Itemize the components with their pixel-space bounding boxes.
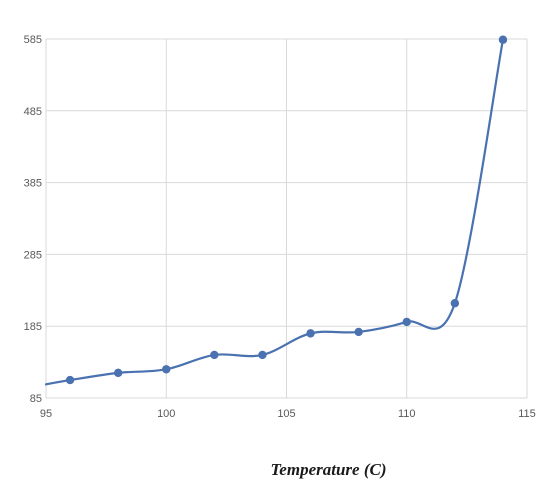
data-point-marker [162, 365, 171, 374]
data-point-marker [258, 350, 267, 360]
y-tick-label: 85 [30, 393, 42, 405]
x-tick-label: 95 [40, 408, 52, 420]
data-point-marker [306, 329, 315, 338]
y-tick-label: 585 [24, 34, 42, 46]
x-tick-label: 100 [157, 408, 175, 420]
x-axis-title: Temperature (C) [270, 460, 386, 479]
data-point-marker [65, 375, 75, 385]
series-line-0 [44, 38, 505, 386]
x-tick-label: 115 [518, 408, 536, 420]
y-tick-label: 485 [24, 106, 42, 118]
data-point-marker [450, 299, 460, 308]
data-point-marker [402, 317, 411, 327]
y-tick-label: 285 [24, 249, 42, 261]
data-point-marker [354, 327, 363, 337]
y-tick-label: 185 [24, 321, 42, 333]
data-point-marker [113, 368, 123, 378]
x-tick-label: 105 [277, 408, 295, 420]
y-tick-label: 385 [24, 178, 42, 190]
data-point-marker [498, 35, 508, 44]
data-point-marker [210, 350, 219, 360]
x-tick-label: 110 [398, 408, 416, 420]
